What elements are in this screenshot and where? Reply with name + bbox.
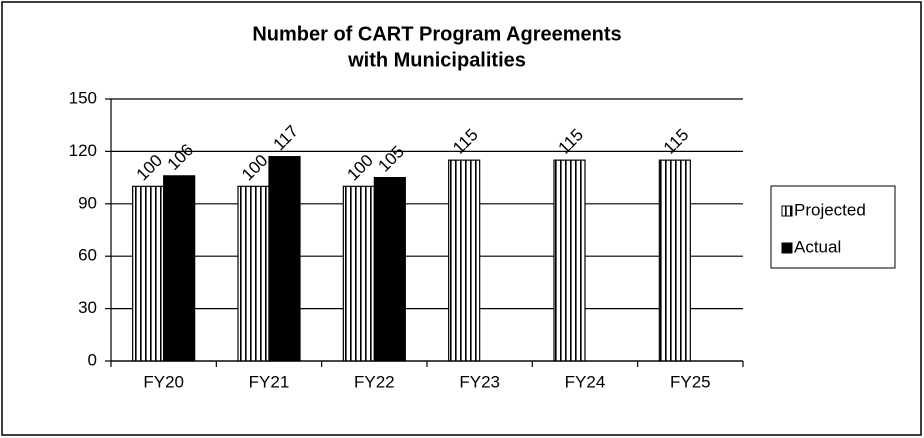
legend-swatch	[781, 242, 793, 254]
bar	[163, 175, 196, 362]
bar	[448, 159, 481, 362]
x-tick-label: FY22	[354, 372, 395, 391]
legend-box	[770, 185, 896, 269]
bar	[268, 156, 301, 362]
bar	[553, 159, 586, 362]
bar	[342, 185, 375, 362]
chart-title: Number of CART Program Agreements	[252, 23, 621, 45]
y-tick-label: 30	[78, 298, 97, 317]
y-tick-label: 90	[78, 193, 97, 212]
x-tick-label: FY23	[459, 372, 500, 391]
bar	[373, 177, 406, 362]
x-tick-label: FY21	[249, 372, 290, 391]
bar	[237, 185, 270, 362]
y-tick-label: 150	[69, 88, 97, 107]
x-tick-label: FY25	[670, 372, 711, 391]
y-tick-label: 0	[88, 350, 97, 369]
x-tick-label: FY20	[143, 372, 184, 391]
bar	[132, 185, 165, 362]
bar	[658, 159, 691, 362]
legend-swatch	[781, 205, 793, 217]
y-tick-label: 120	[69, 141, 97, 160]
y-tick-label: 60	[78, 246, 97, 265]
chart-title: with Municipalities	[347, 49, 526, 71]
x-tick-label: FY24	[565, 372, 606, 391]
legend-label: Actual	[794, 237, 841, 256]
legend-label: Projected	[794, 200, 866, 219]
